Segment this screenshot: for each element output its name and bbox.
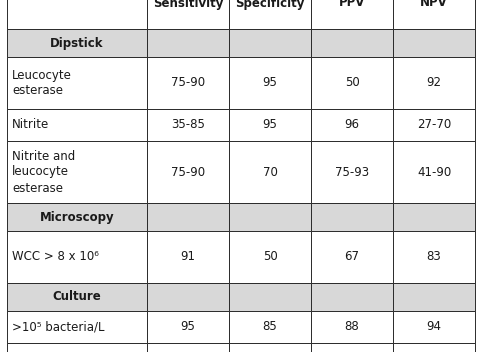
Text: 96: 96 [345,119,360,132]
Text: 70: 70 [263,165,278,178]
Bar [229,57,311,109]
Text: Leucocyte
esterase: Leucocyte esterase [12,69,72,98]
Bar [393,231,475,283]
Bar [393,203,475,231]
Bar [393,109,475,141]
Bar [147,0,229,29]
Bar [229,311,311,343]
Bar [7,29,147,57]
Bar [229,109,311,141]
Bar [229,0,311,29]
Bar [311,141,393,203]
Text: 95: 95 [263,76,278,89]
Text: 27-70: 27-70 [417,119,451,132]
Bar [7,311,147,343]
Bar [147,29,229,57]
Text: 75-90: 75-90 [171,76,205,89]
Bar [311,311,393,343]
Bar [147,109,229,141]
Text: 85: 85 [263,321,277,333]
Bar [311,29,393,57]
Bar [229,141,311,203]
Bar [229,283,311,311]
Bar [393,343,475,352]
Bar [147,203,229,231]
Text: 50: 50 [263,251,277,264]
Text: Culture: Culture [53,290,101,303]
Text: Specificity: Specificity [235,0,305,10]
Text: Nitrite and
leucocyte
esterase: Nitrite and leucocyte esterase [12,150,75,195]
Text: WCC > 8 x 10⁶: WCC > 8 x 10⁶ [12,251,99,264]
Text: >10⁵ bacteria/L: >10⁵ bacteria/L [12,321,105,333]
Bar [229,29,311,57]
Text: 35-85: 35-85 [171,119,205,132]
Text: 88: 88 [345,321,360,333]
Text: 67: 67 [345,251,360,264]
Text: 75-93: 75-93 [335,165,369,178]
Bar [7,283,147,311]
Text: Sensitivity: Sensitivity [153,0,223,10]
Text: Nitrite: Nitrite [12,119,49,132]
Bar [311,203,393,231]
Bar [147,311,229,343]
Bar [311,231,393,283]
Bar [229,343,311,352]
Text: 75-90: 75-90 [171,165,205,178]
Bar [7,231,147,283]
Text: 91: 91 [180,251,196,264]
Bar [7,0,147,29]
Text: 92: 92 [427,76,442,89]
Bar [7,57,147,109]
Bar [393,29,475,57]
Bar [147,231,229,283]
Bar [229,231,311,283]
Text: NPV: NPV [420,0,448,10]
Text: Dipstick: Dipstick [50,37,104,50]
Bar [147,57,229,109]
Bar [7,141,147,203]
Text: PPV: PPV [339,0,365,10]
Text: Microscopy: Microscopy [40,210,114,224]
Bar [147,141,229,203]
Bar [7,109,147,141]
Text: 50: 50 [345,76,360,89]
Bar [311,343,393,352]
Bar [393,311,475,343]
Text: 83: 83 [427,251,442,264]
Text: 95: 95 [181,321,195,333]
Text: 94: 94 [427,321,442,333]
Bar [393,0,475,29]
Bar [147,343,229,352]
Bar [393,283,475,311]
Bar [311,109,393,141]
Bar [393,57,475,109]
Bar [147,283,229,311]
Bar [229,203,311,231]
Text: 41-90: 41-90 [417,165,451,178]
Bar [311,283,393,311]
Bar [311,57,393,109]
Bar [393,141,475,203]
Text: 95: 95 [263,119,278,132]
Bar [311,0,393,29]
Bar [7,203,147,231]
Bar [7,343,147,352]
